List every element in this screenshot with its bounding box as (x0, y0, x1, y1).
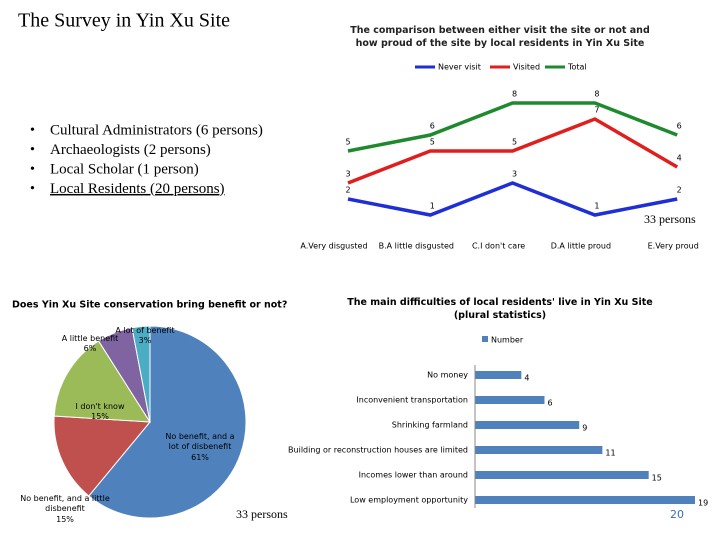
y-tick-label: Inconvenient transportation (356, 396, 468, 405)
y-tick-label: No money (427, 371, 468, 380)
data-label: 1 (594, 202, 599, 211)
x-tick-label: C.I don't care (472, 242, 525, 251)
data-label: 7 (594, 106, 599, 115)
legend-label: Visited (513, 63, 540, 72)
data-label: 2 (677, 186, 682, 195)
y-tick-label: Low employment opportunity (350, 496, 468, 505)
pie-slice (88, 325, 247, 519)
y-tick-label: Incomes lower than around (359, 471, 468, 480)
pie-label: No benefit, and a little disbenefit (20, 494, 110, 513)
data-label: 8 (512, 90, 517, 99)
data-label: 6 (677, 122, 682, 131)
x-tick-label: D.A little proud (551, 242, 611, 251)
bullet-dot: • (30, 123, 35, 138)
data-label: 6 (547, 399, 552, 408)
note: 33 persons (236, 507, 288, 521)
data-label: 4 (677, 154, 682, 163)
legend-label: Never visit (438, 63, 481, 72)
y-tick-label: Building or reconstruction houses are li… (288, 446, 468, 455)
pie-label: I don't know (75, 402, 125, 411)
data-label: 9 (582, 424, 587, 433)
note: 33 persons (644, 212, 696, 226)
line (347, 181, 678, 217)
bar (475, 421, 580, 429)
pie-slice (53, 340, 151, 423)
legend-swatch (482, 336, 488, 342)
line (347, 101, 678, 153)
data-label: 19 (698, 499, 708, 508)
data-label: 8 (594, 90, 599, 99)
data-label: 3 (345, 170, 350, 179)
legend-label: Number (491, 336, 524, 345)
pie-value: 61% (191, 453, 209, 462)
bar (475, 371, 522, 379)
chart-title: The main difficulties of local residents… (347, 297, 653, 321)
line (347, 117, 679, 185)
data-label: 2 (345, 186, 350, 195)
slide-title: The Survey in Yin Xu Site (18, 10, 230, 32)
bar (475, 446, 603, 454)
x-tick-label: A.Very disgusted (300, 242, 367, 251)
data-label: 4 (524, 374, 529, 383)
bar (475, 496, 695, 504)
y-tick-label: Shrinking farmland (392, 421, 468, 430)
bullet-dot: • (30, 162, 35, 177)
bullet-text: Archaeologists (2 persons) (50, 142, 211, 158)
bar (475, 471, 649, 479)
bullet-text: Local Scholar (1 person) (50, 161, 199, 177)
data-label: 6 (430, 122, 435, 131)
pie-label: A little benefit (61, 334, 119, 343)
data-label: 15 (652, 474, 662, 483)
page-number: 20 (670, 508, 684, 521)
bullet-text: Local Residents (20 persons) (50, 181, 225, 197)
legend-label: Total (567, 63, 587, 72)
data-label: 3 (512, 170, 517, 179)
pie-label: No benefit, and a lot of disbenefit (165, 432, 235, 451)
data-label: 5 (430, 138, 435, 147)
pie-value: 3% (138, 336, 152, 345)
data-label: 5 (512, 138, 517, 147)
pie-label: A lot of benefit (115, 326, 175, 335)
data-label: 11 (605, 449, 615, 458)
pie-value: 15% (56, 515, 74, 524)
pie-value: 15% (91, 412, 109, 421)
x-tick-label: B.A little disgusted (379, 242, 454, 251)
bullet-text: Cultural Administrators (6 persons) (50, 122, 263, 138)
pie-slice (53, 415, 152, 497)
chart-title: Does Yin Xu Site conservation bring bene… (12, 300, 287, 311)
data-label: 1 (430, 202, 435, 211)
data-label: 5 (345, 138, 350, 147)
pie-value: 6% (83, 344, 97, 353)
bullet-dot: • (30, 182, 35, 197)
bullet-dot: • (30, 143, 35, 158)
pie-slice (131, 325, 151, 423)
bar (475, 396, 545, 404)
x-tick-label: E.Very proud (648, 242, 699, 251)
chart-title: The comparison between either visit the … (350, 25, 650, 49)
